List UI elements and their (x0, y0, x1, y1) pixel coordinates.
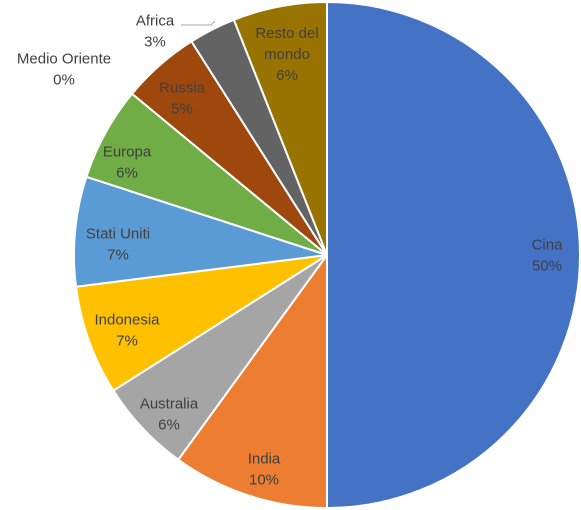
leader-line-africa (181, 20, 216, 26)
data-label-cina: Cina 50% (532, 237, 564, 275)
data-label-russia: Russia 5% (159, 80, 206, 118)
data-label-africa: Africa 3% (136, 13, 175, 51)
data-label-indonesia: Indonesia 7% (94, 312, 160, 350)
pie-slice-cina (326, 1, 581, 509)
data-label-stati-uniti: Stati Uniti 7% (86, 226, 150, 264)
data-label-india: India 10% (248, 451, 281, 489)
pie-slices (73, 1, 581, 509)
data-label-resto-del-mondo: Resto del mondo 6% (255, 25, 318, 84)
data-label-europa: Europa 6% (103, 144, 152, 182)
data-labels: Cina 50% India 10% Australia 6% Indonesia 7% Sta… (17, 13, 563, 489)
data-label-medio-oriente: Medio Oriente 0% (17, 51, 111, 89)
pie-slice-indonesia (74, 254, 328, 392)
pie-slice-india (177, 254, 328, 509)
pie-slice-stati-uniti (73, 175, 328, 288)
data-label-australia: Australia 6% (140, 396, 199, 434)
pie-slice-resto-del-mondo (232, 1, 328, 256)
leader-lines (181, 20, 216, 26)
